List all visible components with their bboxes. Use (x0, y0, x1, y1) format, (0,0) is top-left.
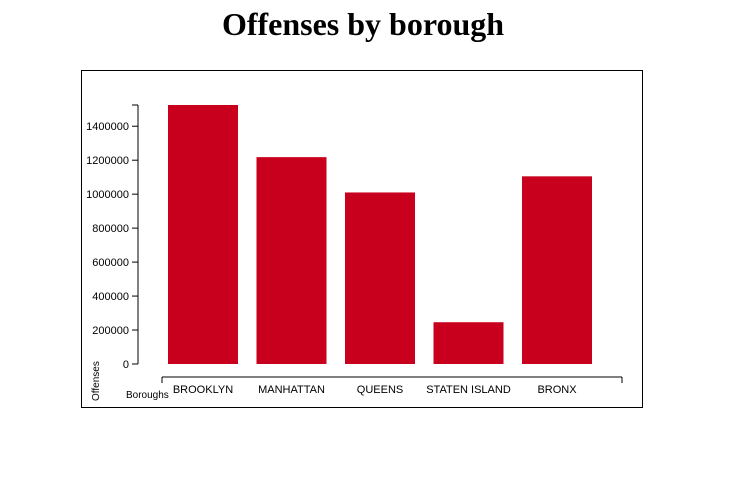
bars (168, 105, 592, 364)
y-tick-label: 1200000 (86, 155, 129, 167)
y-tick-label: 800000 (92, 223, 129, 235)
chart-title: Offenses by borough (221, 6, 505, 42)
x-tick-label: BRONX (537, 384, 577, 396)
x-tick-labels: BROOKLYN MANHATTAN QUEENS STATEN ISLAND BRON… (173, 384, 577, 396)
x-tick-label: STATEN ISLAND (426, 384, 511, 396)
y-tick-label: 1400000 (86, 121, 129, 133)
y-tick-label: 600000 (92, 257, 129, 269)
x-tick-label: MANHATTAN (258, 384, 325, 396)
y-axis-label: Offenses (91, 361, 102, 401)
y-axis: 0 200000 400000 600000 800000 1000000 1200000 1… (86, 104, 139, 371)
y-tick-label: 200000 (92, 325, 129, 337)
y-tick-label: 0 (123, 359, 129, 371)
y-tick-label: 1000000 (86, 189, 129, 201)
bar-manhattan (256, 157, 327, 364)
bar-chart: 0 200000 400000 600000 800000 1000000 1200000 1… (86, 104, 623, 401)
x-axis-label: Boroughs (126, 390, 169, 401)
bar-bronx (522, 176, 592, 364)
bar-queens (345, 192, 415, 364)
y-ticks: 0 200000 400000 600000 800000 1000000 1200000 1… (86, 104, 138, 371)
y-tick-label: 400000 (92, 291, 129, 303)
x-axis: BROOKLYN MANHATTAN QUEENS STATEN ISLAND BRON… (161, 376, 623, 396)
x-tick-label: BROOKLYN (173, 384, 233, 396)
chart-frame: 0 200000 400000 600000 800000 1000000 1200000 1… (81, 70, 643, 408)
bar-staten-island (433, 322, 504, 364)
x-tick-label: QUEENS (357, 384, 403, 396)
bar-brooklyn (168, 105, 238, 364)
